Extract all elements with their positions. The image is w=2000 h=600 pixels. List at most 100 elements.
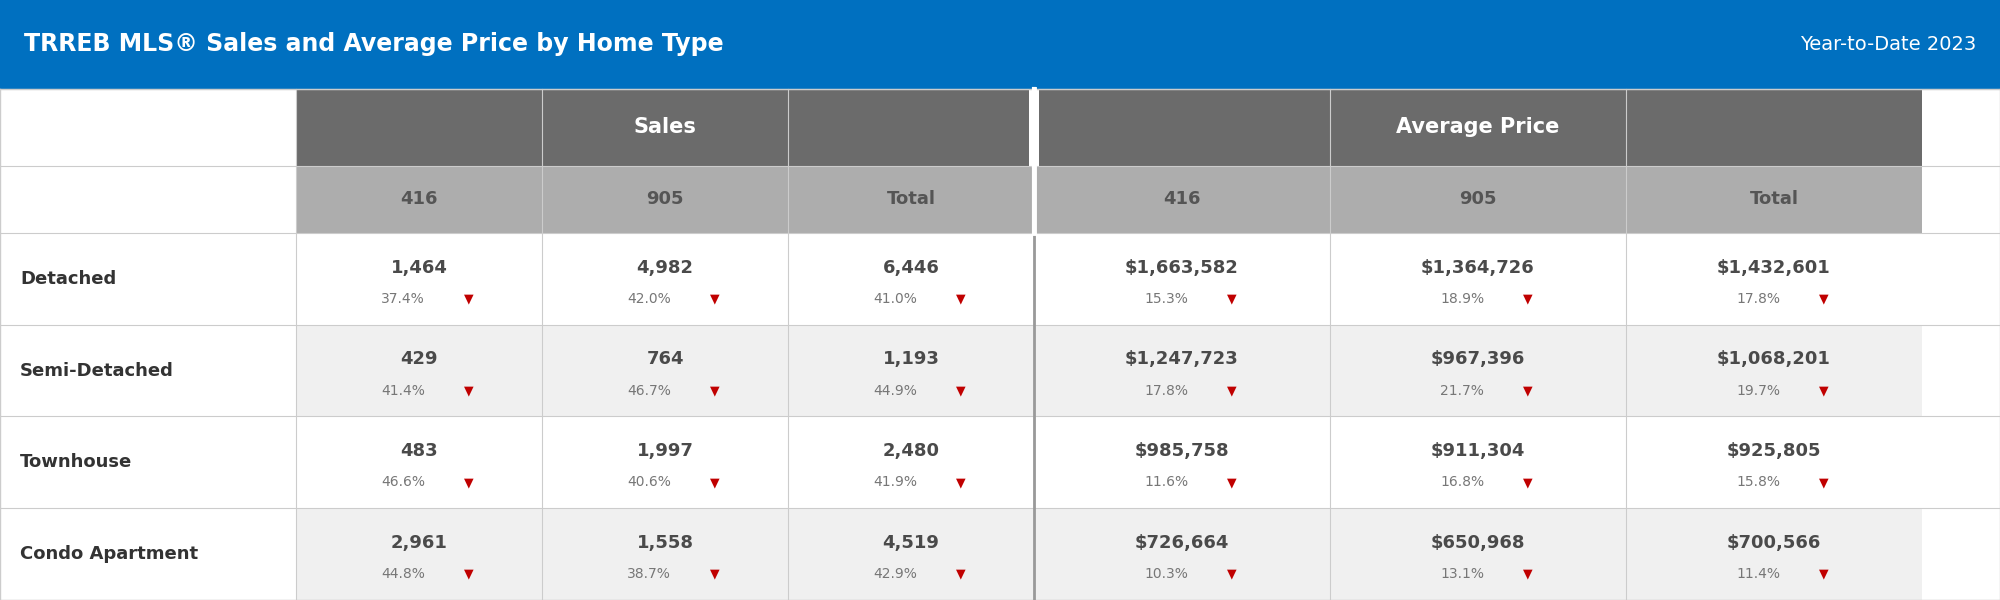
Text: Total: Total — [886, 190, 936, 208]
Text: 416: 416 — [400, 190, 438, 208]
Text: ▼: ▼ — [710, 292, 720, 305]
Text: Year-to-Date 2023: Year-to-Date 2023 — [1800, 35, 1976, 54]
Text: $1,068,201: $1,068,201 — [1718, 350, 1830, 368]
Text: ▼: ▼ — [1524, 476, 1532, 489]
Bar — [1030, 89, 1040, 166]
Text: 38.7%: 38.7% — [628, 567, 670, 581]
Text: ▼: ▼ — [464, 292, 474, 305]
Text: $1,663,582: $1,663,582 — [1126, 259, 1238, 277]
Bar — [788, 233, 1034, 325]
Text: 1,193: 1,193 — [882, 350, 940, 368]
Text: 41.0%: 41.0% — [874, 292, 916, 306]
Text: ▼: ▼ — [710, 384, 720, 397]
Bar — [1330, 416, 1626, 508]
Text: 42.0%: 42.0% — [628, 292, 670, 306]
Text: $1,364,726: $1,364,726 — [1422, 259, 1534, 277]
Text: ▼: ▼ — [1820, 384, 1828, 397]
Bar — [296, 166, 542, 233]
Bar — [1626, 166, 1922, 233]
Bar — [0, 166, 296, 233]
Text: 10.3%: 10.3% — [1144, 567, 1188, 581]
Bar — [0, 89, 296, 166]
Bar — [0, 508, 296, 600]
Text: ▼: ▼ — [710, 476, 720, 489]
Text: 905: 905 — [1460, 190, 1496, 208]
Bar — [1330, 233, 1626, 325]
Text: 416: 416 — [1164, 190, 1200, 208]
Text: ▼: ▼ — [1524, 568, 1532, 581]
Text: $700,566: $700,566 — [1726, 534, 1822, 552]
Bar — [1626, 325, 1922, 416]
Text: 46.6%: 46.6% — [380, 475, 424, 490]
Bar — [1626, 508, 1922, 600]
Text: 42.9%: 42.9% — [874, 567, 916, 581]
Text: 16.8%: 16.8% — [1440, 475, 1484, 490]
Bar — [296, 89, 1034, 166]
Text: 40.6%: 40.6% — [628, 475, 670, 490]
Bar — [542, 416, 788, 508]
Text: Sales: Sales — [634, 117, 696, 137]
Text: ▼: ▼ — [710, 568, 720, 581]
Text: 13.1%: 13.1% — [1440, 567, 1484, 581]
Bar — [1034, 325, 1330, 416]
Text: ▼: ▼ — [1228, 568, 1236, 581]
Text: ▼: ▼ — [1524, 384, 1532, 397]
Bar — [1034, 166, 1330, 233]
Bar — [296, 416, 542, 508]
Text: 905: 905 — [646, 190, 684, 208]
Text: 429: 429 — [400, 350, 438, 368]
Bar — [1034, 416, 1330, 508]
Bar — [0, 0, 2000, 89]
Text: ▼: ▼ — [1228, 292, 1236, 305]
Text: $1,247,723: $1,247,723 — [1126, 350, 1238, 368]
Text: 6,446: 6,446 — [882, 259, 940, 277]
Text: Townhouse: Townhouse — [20, 454, 132, 472]
Text: ▼: ▼ — [1820, 568, 1828, 581]
Text: 4,519: 4,519 — [882, 534, 940, 552]
Bar — [788, 416, 1034, 508]
Text: 21.7%: 21.7% — [1440, 383, 1484, 398]
Text: $925,805: $925,805 — [1726, 442, 1822, 460]
Text: 1,558: 1,558 — [636, 534, 694, 552]
Text: Average Price: Average Price — [1396, 117, 1560, 137]
Text: ▼: ▼ — [1228, 384, 1236, 397]
Text: 19.7%: 19.7% — [1736, 383, 1780, 398]
Bar — [788, 325, 1034, 416]
Bar — [1330, 325, 1626, 416]
Text: ▼: ▼ — [956, 384, 966, 397]
Text: $650,968: $650,968 — [1430, 534, 1526, 552]
Text: 41.9%: 41.9% — [872, 475, 916, 490]
Text: ▼: ▼ — [464, 476, 474, 489]
Text: $1,432,601: $1,432,601 — [1718, 259, 1830, 277]
Text: 1,464: 1,464 — [390, 259, 448, 277]
Bar — [0, 416, 296, 508]
Text: 483: 483 — [400, 442, 438, 460]
Text: ▼: ▼ — [956, 476, 966, 489]
Bar — [1034, 233, 1330, 325]
Text: 46.7%: 46.7% — [628, 383, 670, 398]
Bar — [1034, 508, 1330, 600]
Text: Semi-Detached: Semi-Detached — [20, 361, 174, 379]
Text: 44.8%: 44.8% — [382, 567, 424, 581]
Text: 37.4%: 37.4% — [382, 292, 424, 306]
Text: 4,982: 4,982 — [636, 259, 694, 277]
Text: ▼: ▼ — [1820, 476, 1828, 489]
Text: 15.3%: 15.3% — [1144, 292, 1188, 306]
Text: TRREB MLS® Sales and Average Price by Home Type: TRREB MLS® Sales and Average Price by Ho… — [24, 32, 724, 56]
Bar — [542, 233, 788, 325]
Text: 44.9%: 44.9% — [874, 383, 916, 398]
Text: Detached: Detached — [20, 269, 116, 287]
Bar — [1330, 508, 1626, 600]
Text: ▼: ▼ — [956, 568, 966, 581]
Bar — [296, 233, 542, 325]
Text: ▼: ▼ — [1228, 476, 1236, 489]
Bar — [1626, 416, 1922, 508]
Bar — [1034, 89, 1922, 166]
Bar — [0, 325, 296, 416]
Text: 11.6%: 11.6% — [1144, 475, 1188, 490]
Text: $967,396: $967,396 — [1430, 350, 1526, 368]
Bar — [296, 508, 542, 600]
Text: 15.8%: 15.8% — [1736, 475, 1780, 490]
Text: $911,304: $911,304 — [1430, 442, 1526, 460]
Text: 17.8%: 17.8% — [1736, 292, 1780, 306]
